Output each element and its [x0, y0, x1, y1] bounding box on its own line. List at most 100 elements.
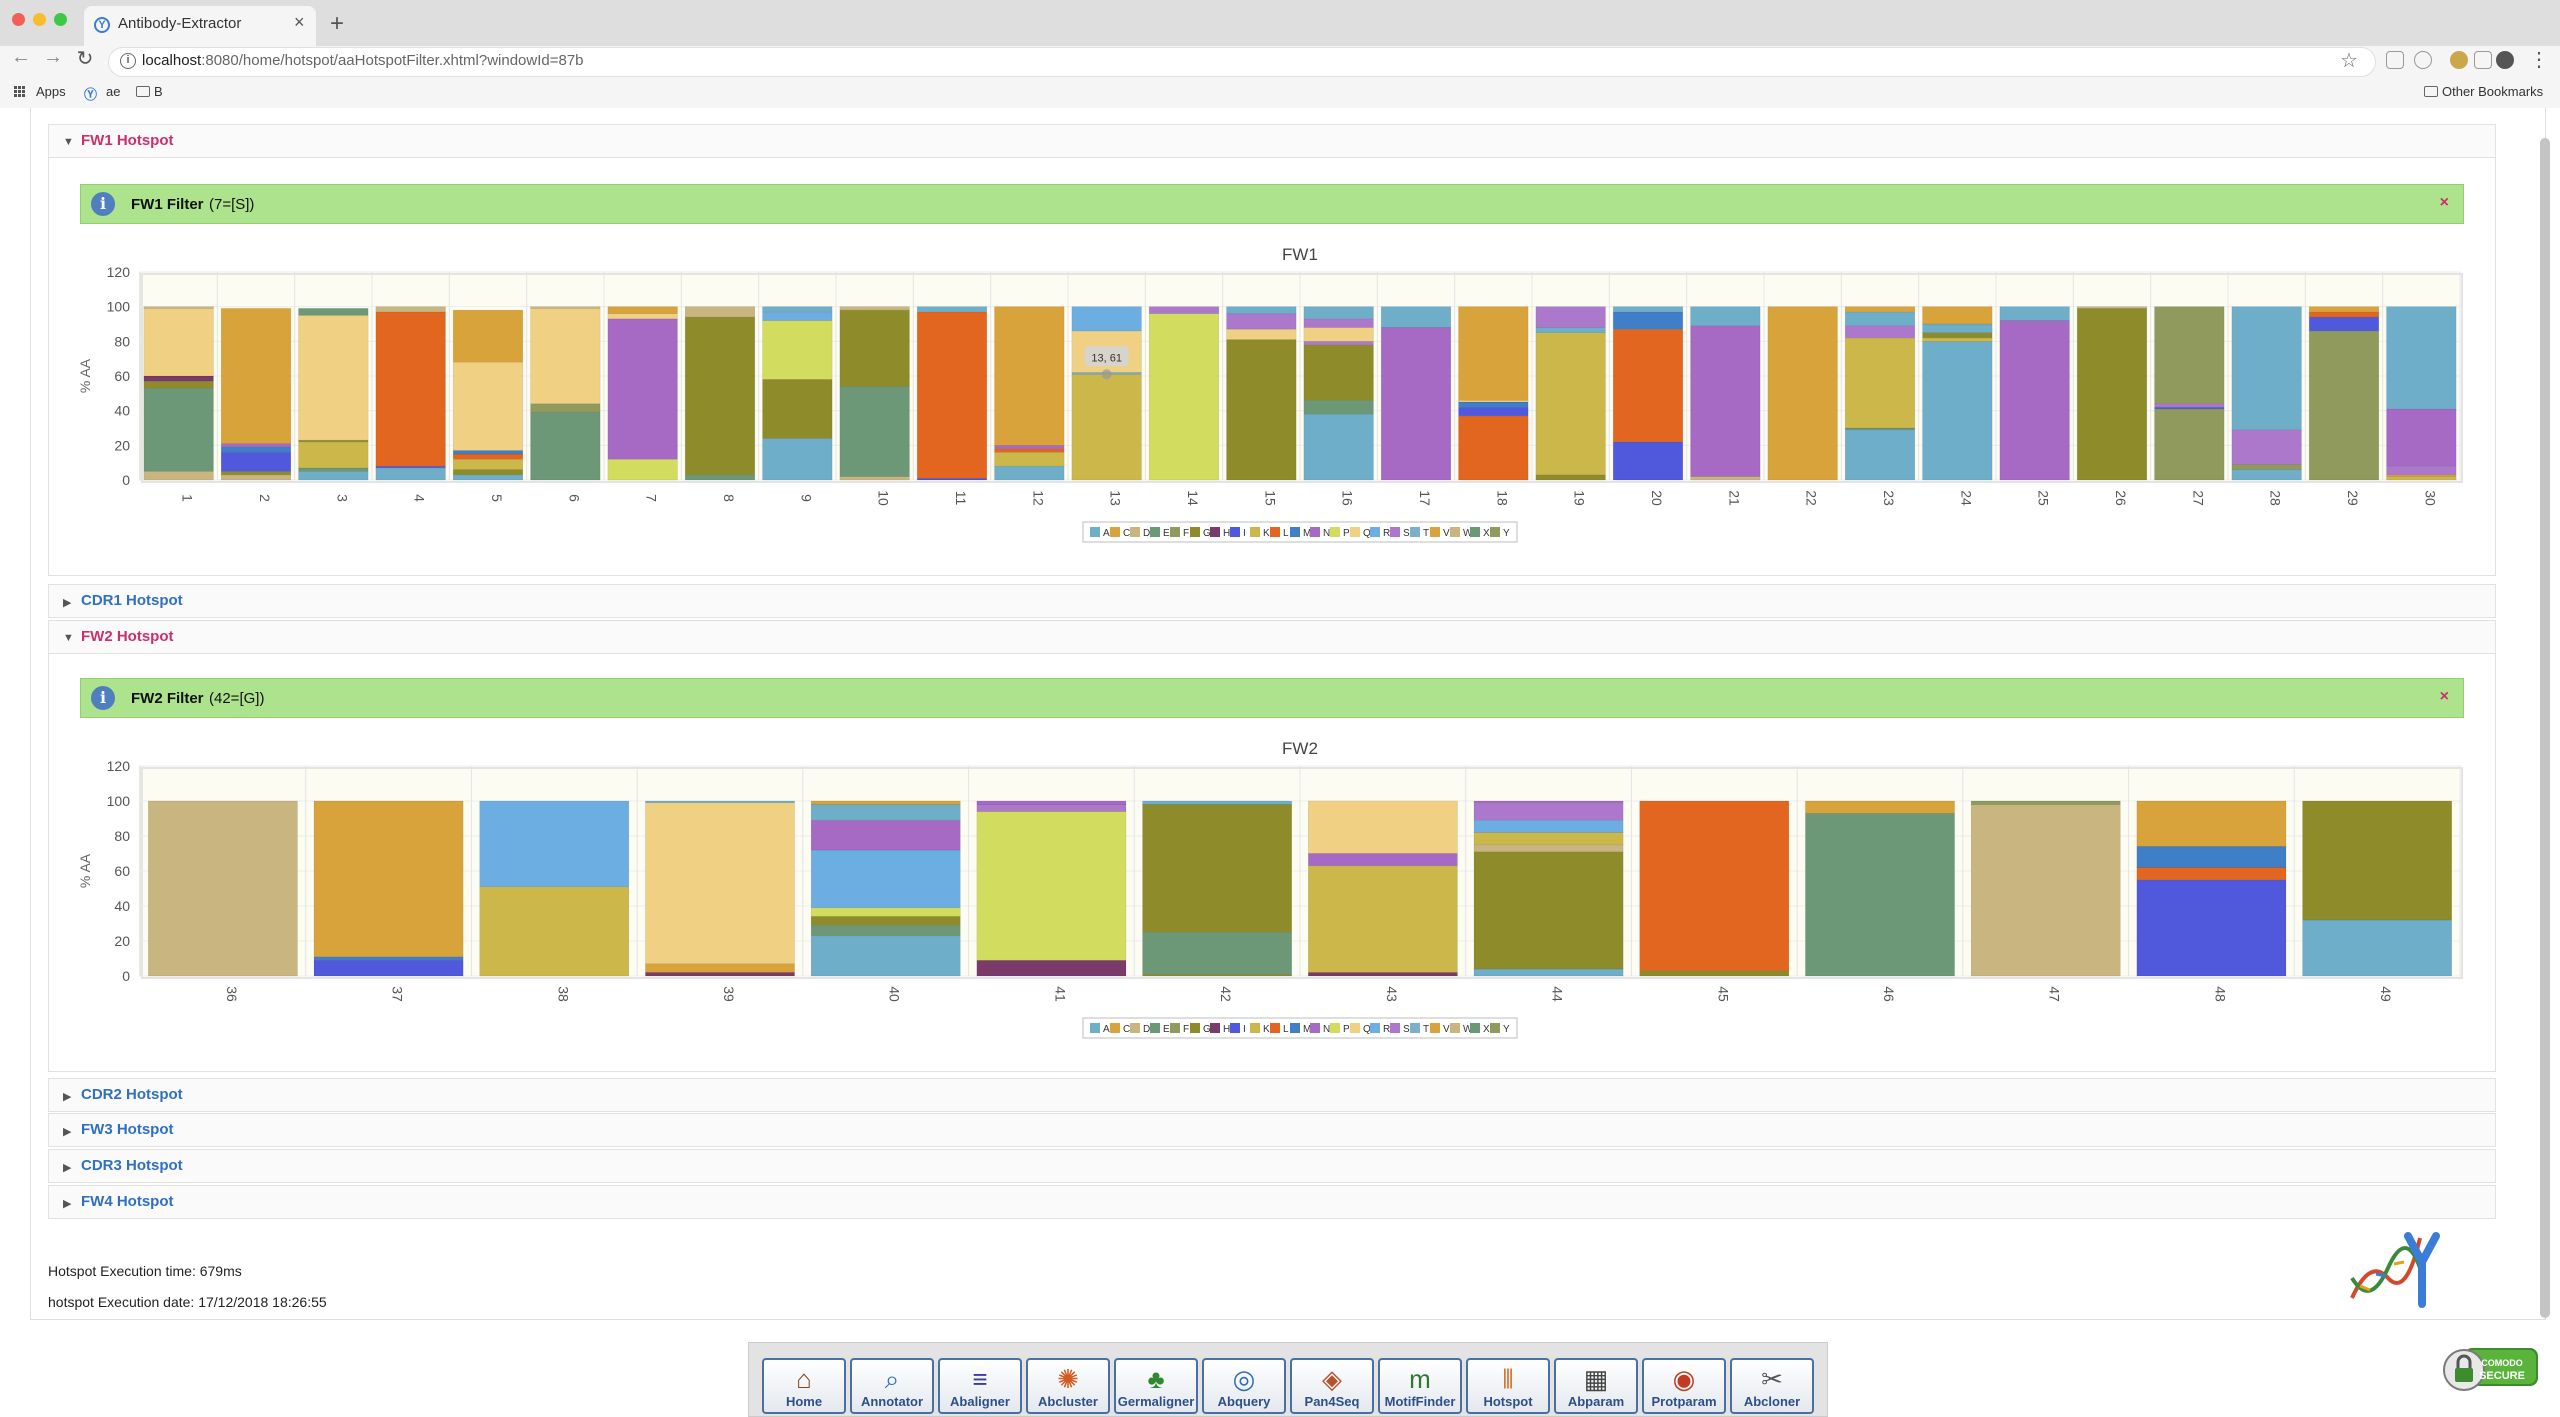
chart1-bar-8[interactable] [684, 306, 756, 481]
chart2-legend-swatch-K[interactable] [1250, 1023, 1260, 1033]
chart2-segment-M[interactable] [2136, 846, 2287, 868]
chart1-segment-I[interactable] [220, 451, 292, 472]
chart1-segment-D[interactable] [684, 306, 756, 318]
chart1-segment-G[interactable] [452, 469, 524, 476]
chart1-segment-C[interactable] [2308, 306, 2380, 313]
chart1-segment-L[interactable] [375, 311, 446, 467]
chart1-segment-N[interactable] [220, 443, 292, 448]
dock-abparam-button[interactable]: ▦ Abparam [1554, 1358, 1638, 1414]
chart2-segment-H[interactable] [645, 972, 795, 977]
chart1-legend-swatch-Q[interactable] [1350, 527, 1360, 537]
chart1-segment-K[interactable] [2386, 476, 2457, 481]
chart1-segment-G[interactable] [1535, 474, 1606, 481]
chart1-segment-A[interactable] [1380, 306, 1452, 328]
chart1-legend-swatch-N[interactable] [1310, 527, 1320, 537]
chart2-segment-A[interactable] [810, 804, 961, 821]
chart1-bar-11[interactable] [916, 306, 988, 481]
chart2-bar-49[interactable] [2302, 800, 2453, 977]
chart1-bar-15[interactable] [1226, 306, 1297, 481]
extension-icon-4[interactable] [2474, 51, 2492, 69]
address-bar[interactable] [108, 47, 2376, 77]
fw3-hotspot-header[interactable]: ▶ FW3 Hotspot [48, 1113, 2496, 1147]
chart2-segment-P[interactable] [976, 811, 1127, 961]
chart1-segment-A[interactable] [1303, 306, 1374, 320]
chart2-segment-G[interactable] [1639, 970, 1790, 977]
site-info-icon[interactable]: i [120, 53, 136, 69]
chart2-bar-37[interactable] [313, 800, 464, 977]
chart2-segment-A[interactable] [1142, 800, 1293, 805]
cdr1-hotspot-header[interactable]: ▶ CDR1 Hotspot [48, 584, 2496, 618]
chart1-bar-23[interactable] [1844, 306, 1916, 481]
forward-icon[interactable]: → [43, 46, 63, 68]
chart1-segment-A[interactable] [762, 306, 833, 313]
chart1-bar-13[interactable] [1071, 306, 1142, 481]
chart1-segment-M[interactable] [1458, 401, 1529, 408]
chart1-legend-swatch-C[interactable] [1110, 527, 1120, 537]
chart2-segment-E[interactable] [1142, 931, 1293, 975]
chart1-segment-K[interactable] [1071, 373, 1142, 481]
chart1-segment-Q[interactable] [530, 308, 601, 405]
chart1-bar-3[interactable] [298, 308, 369, 481]
chart1-segment-I[interactable] [1612, 441, 1684, 481]
chart2-bar-41[interactable] [976, 800, 1127, 977]
chart1-segment-C[interactable] [220, 308, 292, 444]
chart2-segment-L[interactable] [1639, 800, 1790, 972]
chart1-segment-A[interactable] [1999, 306, 2070, 321]
chart1-segment-A[interactable] [1612, 306, 1684, 313]
chart1-segment-A[interactable] [1844, 429, 1916, 481]
chart1-segment-A[interactable] [1690, 306, 1761, 327]
chart1-segment-E[interactable] [298, 308, 369, 316]
chart2-legend-swatch-H[interactable] [1210, 1023, 1220, 1033]
chart1-segment-E[interactable] [1303, 399, 1374, 415]
close-icon[interactable]: × [2439, 194, 2449, 211]
chart1-segment-D[interactable] [1690, 476, 1761, 481]
chart1-segment-E[interactable] [530, 412, 601, 481]
cdr3-hotspot-header[interactable]: ▶ CDR3 Hotspot [48, 1149, 2496, 1183]
chart1-legend-swatch-P[interactable] [1330, 527, 1340, 537]
chart1-segment-D[interactable] [839, 476, 910, 481]
back-icon[interactable]: ← [11, 46, 31, 68]
chart1-segment-L[interactable] [994, 448, 1065, 453]
chart1-segment-C[interactable] [1458, 306, 1529, 401]
chart2-bar-42[interactable] [1142, 800, 1293, 977]
chart1-legend-swatch-I[interactable] [1230, 527, 1240, 537]
chart1-segment-L[interactable] [916, 311, 988, 479]
fw2-hotspot-header[interactable]: ▼ FW2 Hotspot [48, 620, 2496, 654]
chart1-segment-M[interactable] [1612, 311, 1684, 330]
chart1-segment-G[interactable] [1922, 332, 1993, 339]
chart2-bar-43[interactable] [1307, 800, 1458, 977]
chart1-segment-C[interactable] [452, 309, 524, 363]
chart1-legend-swatch-A[interactable] [1090, 527, 1100, 537]
chart1-segment-K[interactable] [1922, 337, 1993, 342]
chart1-legend-swatch-S[interactable] [1390, 527, 1400, 537]
chart2-segment-D[interactable] [1970, 804, 2121, 977]
chart2-segment-M[interactable] [313, 956, 464, 961]
dock-germaligner-button[interactable]: ♣ Germaligner [1114, 1358, 1198, 1414]
chart1-legend-swatch-M[interactable] [1290, 527, 1300, 537]
chart1-segment-A[interactable] [1844, 311, 1916, 327]
chart2-segment-G[interactable] [2302, 800, 2453, 921]
bookmark-apps[interactable]: Apps [36, 84, 66, 99]
chart1-segment-D[interactable] [143, 471, 214, 481]
chart1-segment-S[interactable] [1844, 325, 1916, 339]
chart1-segment-A[interactable] [916, 306, 988, 313]
chart1-segment-Q[interactable] [143, 308, 214, 377]
chart1-segment-N[interactable] [1690, 325, 1761, 477]
chart1-segment-I[interactable] [2308, 316, 2380, 332]
chart2-legend-swatch-M[interactable] [1290, 1023, 1300, 1033]
chart2-segment-A[interactable] [2302, 919, 2453, 977]
chart1-segment-A[interactable] [2386, 306, 2457, 410]
chart1-bar-2[interactable] [220, 308, 292, 481]
chart1-legend-swatch-G[interactable] [1190, 527, 1200, 537]
dock-protparam-button[interactable]: ◉ Protparam [1642, 1358, 1726, 1414]
chart2-legend-swatch-F[interactable] [1170, 1023, 1180, 1033]
chart2-segment-G[interactable] [1473, 851, 1624, 970]
chart1-segment-S[interactable] [1303, 341, 1374, 346]
chart1-segment-C[interactable] [1767, 306, 1838, 481]
chart2-legend-swatch-W[interactable] [1450, 1023, 1460, 1033]
chart2-segment-H[interactable] [976, 959, 1127, 977]
chart1-bar-29[interactable] [2308, 306, 2380, 481]
chart1-segment-G[interactable] [220, 471, 292, 476]
chart1-bar-6[interactable] [530, 306, 601, 481]
chart1-bar-25[interactable] [1999, 306, 2070, 481]
